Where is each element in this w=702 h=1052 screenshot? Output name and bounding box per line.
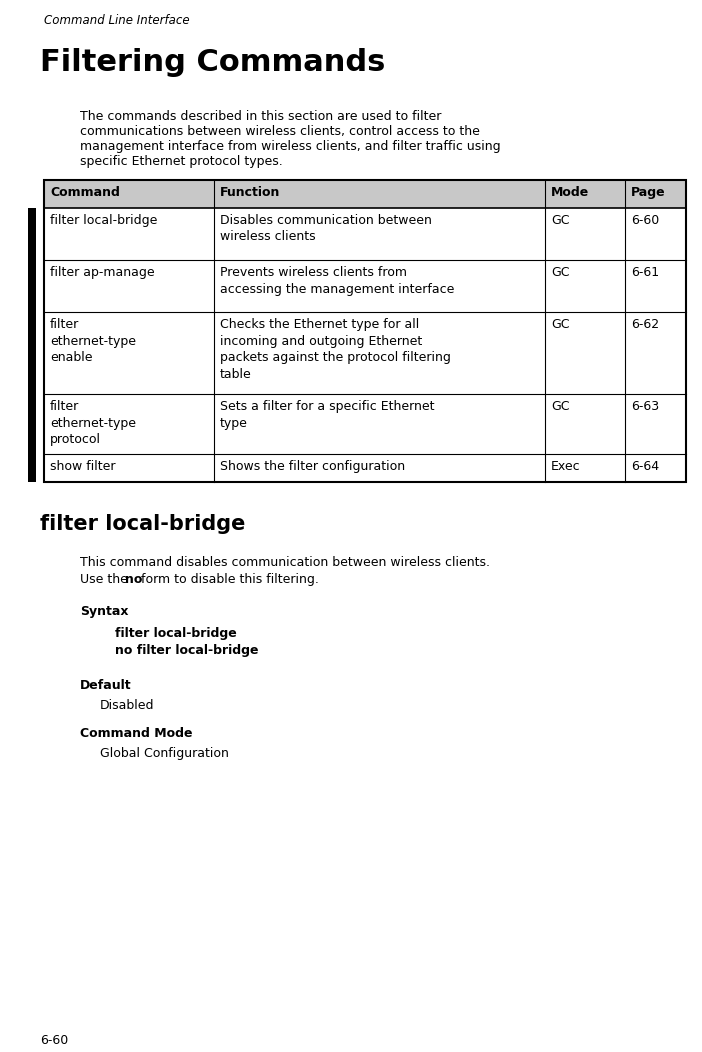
Text: show filter: show filter [50, 460, 116, 473]
Text: 6-60: 6-60 [40, 1034, 68, 1047]
Bar [44, 180, 686, 482]
Text: 6-60: 6-60 [631, 214, 659, 227]
Bar [28, 260, 36, 312]
Text: The commands described in this section are used to filter: The commands described in this section a… [80, 110, 442, 123]
Text: Syntax: Syntax [80, 605, 128, 618]
Text: Exec: Exec [551, 460, 581, 473]
Text: Command: Command [50, 186, 120, 199]
Text: GC: GC [551, 318, 569, 331]
Bar [28, 454, 36, 482]
Text: 6-63: 6-63 [631, 400, 659, 413]
Text: filter local-bridge: filter local-bridge [50, 214, 157, 227]
Text: form to disable this filtering.: form to disable this filtering. [137, 573, 319, 586]
Text: Default: Default [80, 679, 132, 692]
Text: Sets a filter for a specific Ethernet
type: Sets a filter for a specific Ethernet ty… [220, 400, 435, 429]
Text: Shows the filter configuration: Shows the filter configuration [220, 460, 405, 473]
Text: Prevents wireless clients from
accessing the management interface: Prevents wireless clients from accessing… [220, 266, 454, 296]
Text: Filtering Commands: Filtering Commands [40, 48, 385, 77]
Text: Page: Page [631, 186, 665, 199]
Text: Disabled: Disabled [100, 699, 154, 712]
Bar [28, 312, 36, 394]
Text: GC: GC [551, 400, 569, 413]
Text: Checks the Ethernet type for all
incoming and outgoing Ethernet
packets against : Checks the Ethernet type for all incomin… [220, 318, 451, 381]
Text: Use the: Use the [80, 573, 132, 586]
Text: Command Mode: Command Mode [80, 727, 192, 740]
Text: management interface from wireless clients, and filter traffic using: management interface from wireless clien… [80, 140, 501, 153]
Text: 6-62: 6-62 [631, 318, 659, 331]
Text: Mode: Mode [551, 186, 589, 199]
Text: GC: GC [551, 214, 569, 227]
Text: Global Configuration: Global Configuration [100, 747, 229, 760]
Text: Function: Function [220, 186, 281, 199]
Text: no: no [125, 573, 143, 586]
Bar [28, 208, 36, 260]
Bar [28, 394, 36, 454]
Text: specific Ethernet protocol types.: specific Ethernet protocol types. [80, 155, 283, 168]
Text: filter
ethernet-type
enable: filter ethernet-type enable [50, 318, 136, 364]
Text: communications between wireless clients, control access to the: communications between wireless clients,… [80, 125, 480, 138]
Text: no filter local-bridge: no filter local-bridge [115, 644, 258, 658]
Text: Command Line Interface: Command Line Interface [44, 14, 190, 27]
Text: 6-61: 6-61 [631, 266, 659, 279]
Text: filter local-bridge: filter local-bridge [40, 514, 246, 534]
Text: filter ap-manage: filter ap-manage [50, 266, 154, 279]
Text: filter
ethernet-type
protocol: filter ethernet-type protocol [50, 400, 136, 446]
Text: filter local-bridge: filter local-bridge [115, 627, 237, 640]
Text: This command disables communication between wireless clients.: This command disables communication betw… [80, 557, 490, 569]
Bar [44, 180, 686, 208]
Text: 6-64: 6-64 [631, 460, 659, 473]
Text: Disables communication between
wireless clients: Disables communication between wireless … [220, 214, 432, 243]
Text: GC: GC [551, 266, 569, 279]
